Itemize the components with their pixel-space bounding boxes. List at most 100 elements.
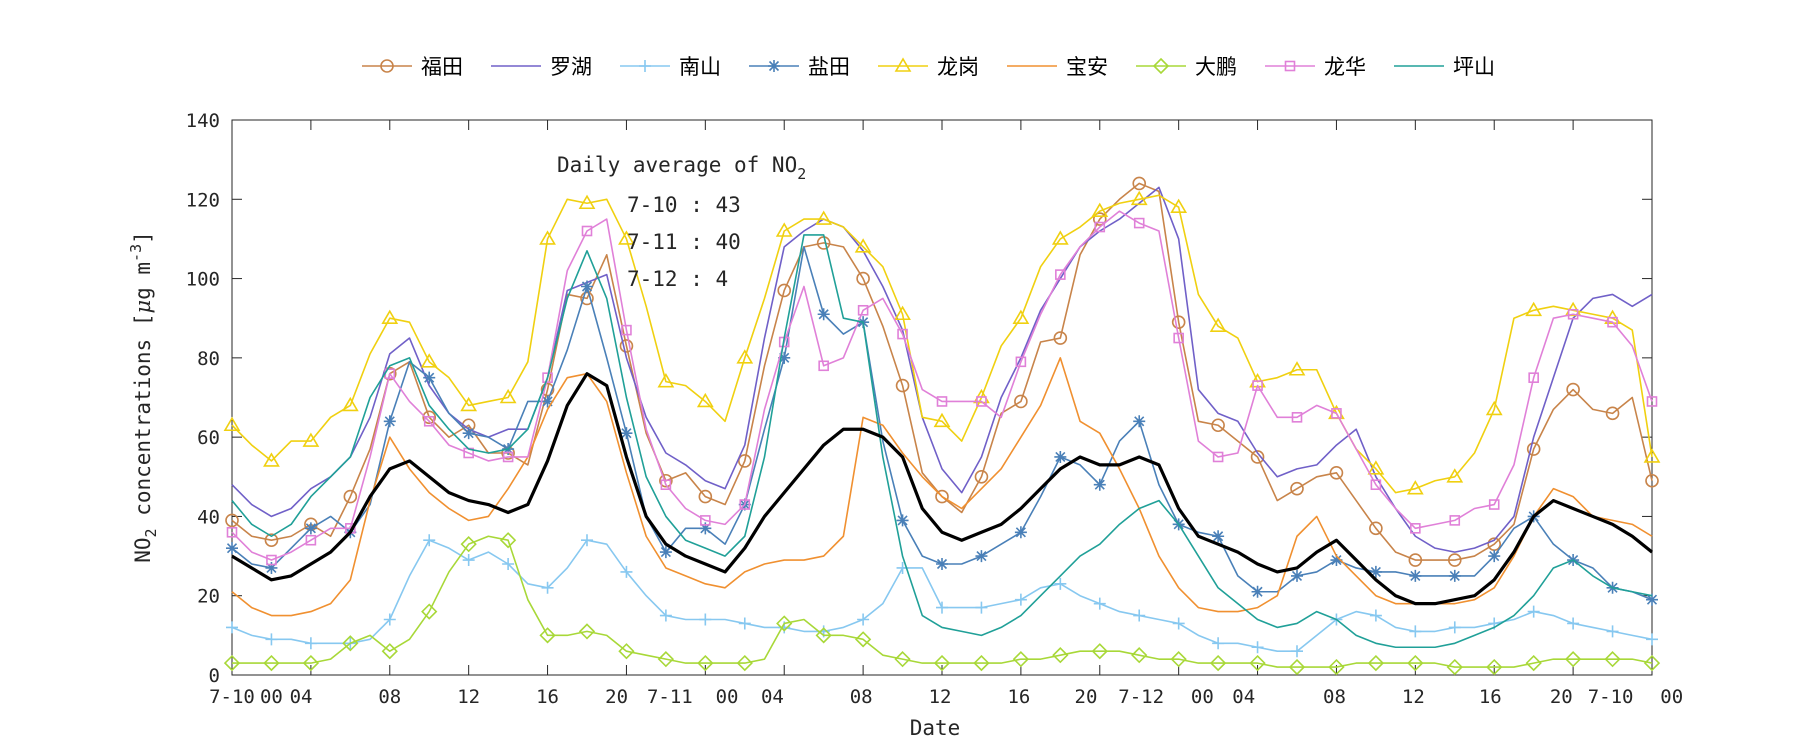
y-tick-label-1: 20 [197,586,220,608]
series-4-point-24 [696,392,714,408]
series-3-point-58 [1369,565,1382,578]
series-6-point-48 [1170,651,1187,668]
series-3-point-4 [304,522,317,535]
series-3-point-16 [541,395,554,408]
series-7-point-62 [1449,515,1461,526]
series-6-point-28 [776,615,793,632]
legend: 福田 罗湖 南山 盐田 龙岗 宝安 大鹏 龙华 坪山 [362,55,1495,79]
series-9 [231,372,1654,606]
series-3-point-64 [1488,550,1501,563]
legend-marker-3 [768,60,780,72]
legend-label-2: 南山 [679,55,721,79]
series-3-point-24 [699,522,712,535]
legend-item-8: 坪山 [1394,55,1495,79]
series-0-point-24 [698,489,713,504]
series-3-point-28 [778,351,791,364]
series-2-point-14 [502,558,515,570]
series-6-point-38 [973,654,990,672]
series-2-point-60 [1409,625,1422,638]
series-6-point-42 [1052,647,1069,664]
series-2-point-44 [1093,597,1106,610]
legend-label-0: 福田 [421,55,463,79]
series-4-point-54 [1288,361,1306,376]
x-tick-label-18: 12 [1402,686,1425,708]
series-0-point-60 [1408,553,1423,567]
legend-label-8: 坪山 [1453,55,1495,79]
x-tick-label-2: 04 [290,686,313,708]
x-tick-label-13: 20 [1075,686,1098,708]
series-6-point-52 [1249,654,1266,672]
series-6-point-22 [657,651,675,668]
series-0-point-42 [1053,331,1068,345]
series-0-point-72 [1645,473,1659,488]
series-3-point-38 [975,550,988,563]
legend-item-7: 龙华 [1265,55,1366,79]
series-6 [223,532,1661,676]
series-7-point-38 [976,396,987,407]
series-2-point-18 [581,534,593,547]
x-axis-title: Date [910,716,961,740]
series-7-point-48 [1173,332,1184,344]
series-6-point-50 [1209,654,1227,672]
legend-item-4: 龙岗 [878,55,979,79]
series-0-point-44 [1092,212,1107,226]
series-4-point-44 [1091,202,1109,217]
series-2-point-38 [975,601,988,614]
series-7-point-10 [423,415,435,427]
series-6-point-36 [933,654,951,672]
series-7-point-44 [1094,221,1106,233]
annotation-line-3: 7-12 : 4 [627,267,728,291]
series-0-point-62 [1447,553,1462,567]
series-4-point-66 [1525,301,1543,317]
series-0-point-22 [659,473,673,488]
legend-marker-6 [1152,57,1170,75]
x-tick-label-0: 7-10 [209,686,255,708]
annotation-line-2: 7-11 : 40 [627,230,741,254]
series-4-point-64 [1485,400,1503,416]
series-0-point-52 [1250,450,1265,464]
series-3-point-44 [1093,478,1106,491]
series-6-point-24 [697,654,714,672]
series-7 [226,210,1658,566]
series-0-point-32 [856,271,870,286]
series-line-6 [232,535,1653,668]
legend-label-5: 宝安 [1066,55,1108,79]
series-3-point-36 [936,558,948,570]
series-2-point-24 [699,613,712,626]
series-2-point-62 [1448,621,1461,634]
series-0-point-38 [974,469,989,484]
series-2-point-70 [1606,625,1619,638]
x-tick-label-11: 12 [929,686,952,708]
series-7-point-58 [1370,479,1382,491]
series-6-point-6 [342,635,359,652]
series-4-point-4 [302,432,320,447]
series-7-point-72 [1646,396,1658,407]
series-2-point-26 [738,617,751,630]
series-4-point-48 [1170,198,1188,214]
x-tick-label-7: 7-11 [647,686,693,708]
legend-item-0: 福田 [362,55,463,79]
series-3-point-10 [423,371,436,384]
series-7-point-22 [660,479,672,491]
x-tick-label-12: 16 [1007,686,1030,708]
legend-label-6: 大鹏 [1195,55,1237,79]
series-0-point-54 [1290,481,1304,496]
series-4-point-0 [223,416,241,432]
series-7-point-0 [226,526,238,538]
series-7-point-36 [936,396,948,407]
x-tick-label-10: 08 [850,686,873,708]
series-6-point-70 [1604,651,1621,668]
series-3-point-0 [226,542,238,555]
series-2-point-36 [936,601,948,614]
series-3-point-56 [1330,554,1343,567]
legend-marker-0 [380,59,394,73]
legend-label-3: 盐田 [808,55,850,79]
series-0-point-0 [225,513,239,528]
series-2-point-58 [1369,609,1382,622]
series-6-point-68 [1564,651,1582,668]
series-2-point-68 [1567,617,1580,630]
y-tick-label-7: 140 [186,110,220,132]
series-3-point-62 [1448,569,1461,582]
series-4-point-6 [341,396,359,412]
series-2-point-50 [1212,637,1225,650]
